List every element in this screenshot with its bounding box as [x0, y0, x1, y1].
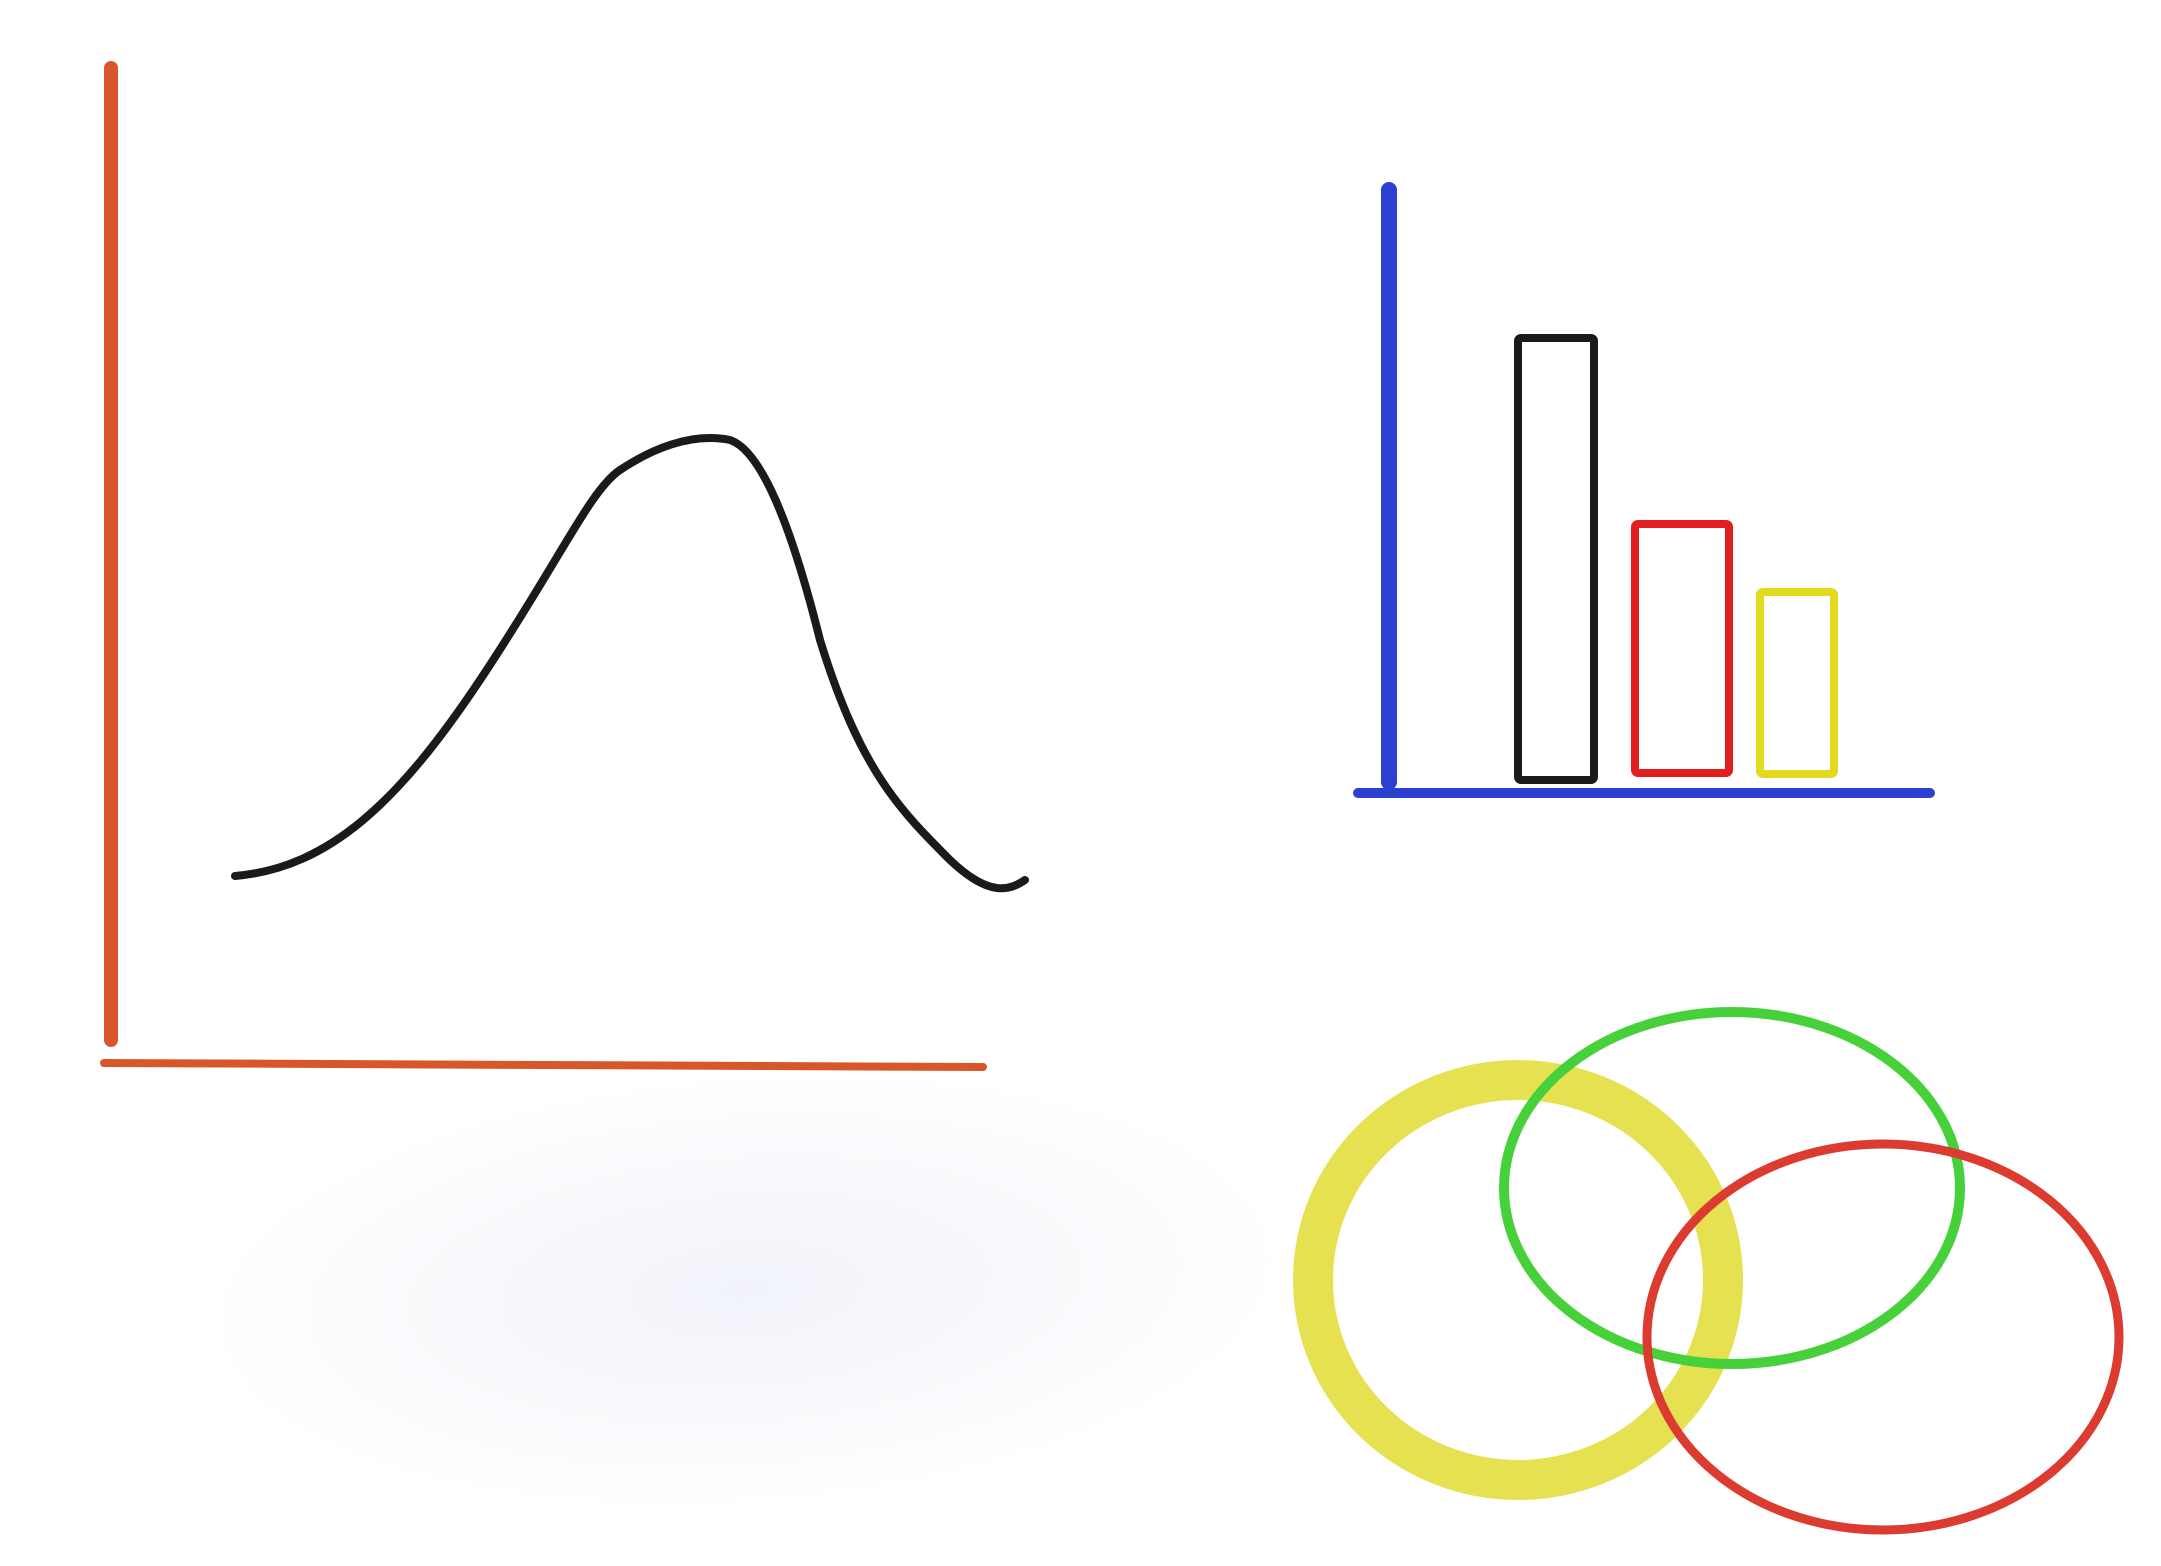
venn-ring-red: [1642, 1139, 2124, 1535]
bell-curve: [231, 434, 1029, 893]
venn-sketch: [1293, 1007, 2124, 1535]
bar-red: [1631, 520, 1733, 777]
bar-black: [1514, 334, 1598, 784]
bar-yellow: [1756, 588, 1838, 778]
bar-chart-sketch: [1353, 182, 1935, 798]
bell-x-axis: [100, 1059, 987, 1071]
bell-curve-sketch: [100, 61, 1029, 1071]
venn-ring-yellow: [1293, 1060, 1743, 1500]
venn-ring-green: [1499, 1007, 1965, 1369]
